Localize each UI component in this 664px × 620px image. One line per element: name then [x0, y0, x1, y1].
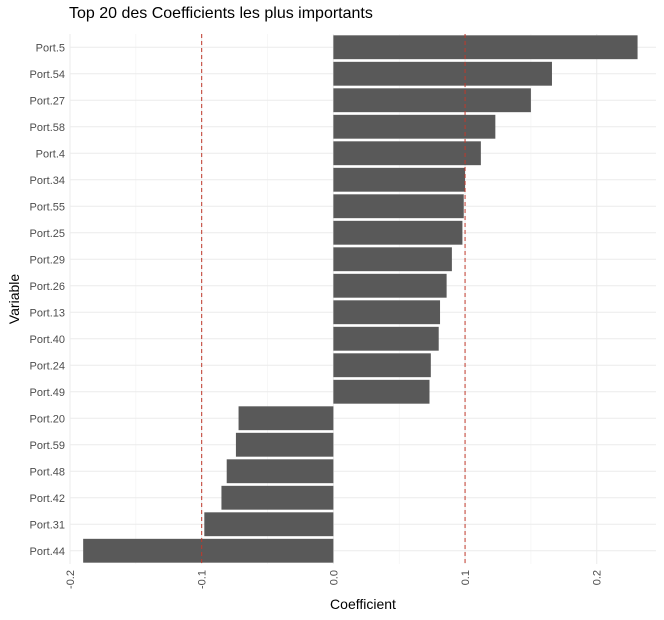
bar	[333, 353, 431, 378]
y-tick-label: Port.24	[30, 360, 65, 372]
y-tick-label: Port.34	[30, 175, 65, 187]
y-axis-title: Variable	[6, 274, 22, 325]
y-tick-label: Port.44	[30, 546, 65, 558]
bar	[333, 61, 552, 86]
x-tick-label: 0.0	[328, 570, 340, 585]
y-tick-label: Port.20	[30, 413, 65, 425]
y-tick-label: Port.54	[30, 69, 65, 81]
y-tick-label: Port.58	[30, 122, 65, 134]
bar	[333, 194, 464, 219]
bar	[238, 406, 334, 431]
chart-title: Top 20 des Coefficients les plus importa…	[69, 5, 373, 22]
bar	[235, 432, 334, 457]
bar	[333, 273, 447, 298]
x-tick-label: -0.2	[65, 570, 77, 589]
bar	[333, 88, 531, 113]
y-tick-label: Port.59	[30, 440, 65, 452]
bar	[333, 326, 439, 351]
bar	[221, 485, 334, 510]
x-axis-title: Coefficient	[330, 596, 396, 612]
bar	[226, 459, 334, 484]
y-tick-label: Port.55	[30, 201, 65, 213]
bar	[333, 247, 452, 272]
y-tick-label: Port.27	[30, 95, 65, 107]
y-tick-label: Port.49	[30, 387, 65, 399]
x-tick-label: 0.2	[592, 570, 604, 585]
bar	[333, 167, 466, 192]
y-tick-label: Port.4	[36, 148, 65, 160]
x-tick-label: -0.1	[197, 570, 209, 589]
bar	[333, 35, 638, 60]
y-tick-label: Port.5	[36, 42, 65, 54]
y-tick-label: Port.26	[30, 281, 65, 293]
bar	[333, 300, 441, 325]
bar	[333, 114, 496, 139]
y-tick-label: Port.42	[30, 493, 65, 505]
x-tick-label: 0.1	[460, 570, 472, 585]
bar	[333, 379, 430, 404]
bar	[83, 538, 334, 563]
y-tick-label: Port.29	[30, 254, 65, 266]
y-tick-label: Port.31	[30, 519, 65, 531]
bar	[204, 512, 334, 537]
bar	[333, 141, 481, 166]
y-tick-label: Port.48	[30, 466, 65, 478]
y-tick-label: Port.25	[30, 228, 65, 240]
bar	[333, 220, 463, 245]
y-tick-label: Port.13	[30, 307, 65, 319]
y-tick-label: Port.40	[30, 334, 65, 346]
